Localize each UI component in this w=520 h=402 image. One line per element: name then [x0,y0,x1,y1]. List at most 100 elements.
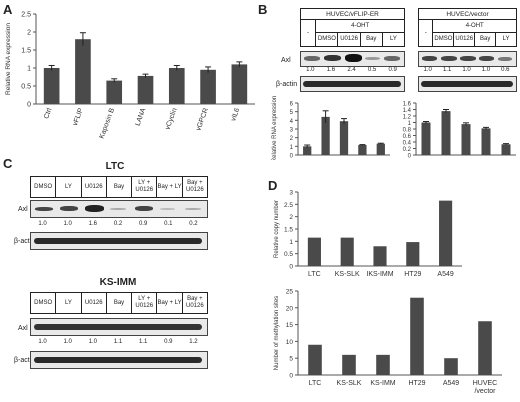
y-tick-label: 15 [286,322,294,329]
x-tick-label: vCyclin [164,107,178,131]
row-label-axl: Axl [18,325,28,332]
y-axis-label: Relative copy number [274,200,280,258]
y-axis-label: Relative RNA expression [272,96,278,160]
bar [439,200,453,266]
blot-c-bottom-title: KS-IMM [99,277,137,288]
x-tick-label: HT29 [408,380,425,387]
lane-label: Bay [105,177,131,197]
y-tick-label: 5 [290,110,294,116]
blot-b-left-actin [300,76,405,92]
x-tick-label: vGPCR [195,107,210,132]
bar [410,297,424,375]
lane-label: Bay + U0126 [181,177,207,197]
lane-label: Bay + U0126 [181,293,207,313]
oht-label: 4-OHT [433,20,516,33]
y-tick-label: 20 [286,305,294,312]
quant-c-bottom: 1.0 1.0 1.0 1.1 1.1 0.9 1.2 [30,339,206,345]
chart-a: 0 0.5 1 1.5 2 2.5 Relative RNA expression Ctrl v… [5,12,255,140]
bar [307,237,321,266]
blot-b-left-title: HUVEC/vFLIP-ER [326,10,379,18]
blot-c-top-actin [30,232,208,250]
blot-c-bottom-actin [30,351,208,369]
bar [478,321,492,375]
bar [358,145,367,155]
y-tick-label: 10 [286,339,294,346]
blot-b-right-lanes: - 4-OHT DMSO U0126 Bay LY [418,19,517,47]
y-tick-label: 0.4 [403,141,412,147]
bar [75,39,91,105]
y-tick-label: 1.5 [21,48,31,55]
lane-label: Bay [474,33,495,46]
quant-c-top: 1.0 1.0 1.6 0.2 0.9 0.1 0.2 [30,221,206,227]
y-tick-label: 0 [290,154,294,160]
quant-b-right: 1.0 1.1 1.0 1.0 0.6 [418,67,515,73]
y-tick-label: 3 [289,190,293,197]
y-tick-label: 1.5 [284,227,293,234]
quant-value: 1.0 [38,339,47,345]
x-tick-label: vFLIP [72,107,85,127]
bar [481,128,491,155]
x-tick-label: KS-SLK [337,380,362,387]
y-tick-label: 1 [408,121,412,127]
y-tick-label: 1.6 [403,102,412,108]
bar [461,124,471,155]
quant-value: 0.2 [113,221,123,227]
y-tick-label: 2 [290,136,294,142]
quant-value: 1.0 [38,221,47,227]
quant-value: 0.1 [164,221,173,227]
x-tick-label: /vector [474,388,496,395]
lane-label: Bay [359,33,382,46]
x-tick-label: A549 [443,380,459,387]
panel-letter-a: A [3,2,13,17]
x-tick-label: Ctrl [43,107,53,120]
quant-value: 1.1 [138,339,148,345]
y-tick-label: 0 [27,102,31,109]
quant-value: 1.2 [189,339,198,345]
lane-label: LY [381,33,404,46]
chart-d-bottom: 0 5 10 15 20 25 Number of methylation sites LTC… [274,289,502,395]
x-tick-label: HUVEC [473,380,498,387]
y-tick-label: 0.2 [403,147,412,153]
bar [501,144,511,155]
quant-value: 1.1 [113,339,123,345]
x-tick-label: LTC [309,380,322,387]
y-tick-label: 2.5 [21,12,31,19]
row-label-axl: Axl [18,206,28,213]
row-label-axl: Axl [281,57,291,64]
x-tick-label: LANA [135,107,148,127]
y-tick-label: 2.5 [284,202,293,209]
lane-label: U0126 [453,33,474,46]
lane-label: - [424,29,427,36]
blot-b-right-title: HUVEC/vector [446,10,489,18]
blot-c-top-title: LTC [105,161,125,172]
blot-b-left-lanes: - 4-OHT DMSO U0126 Bay LY [300,19,405,47]
bar [342,354,356,375]
y-tick-label: 1.4 [403,108,412,114]
panel-letter-b: B [258,2,268,17]
blot-b-right-axl [418,51,517,67]
y-tick-label: 3 [290,128,294,134]
x-tick-label: KS-IMM [370,380,395,387]
lane-label: LY + U0126 [131,177,156,197]
row-label-actin: β-actin [276,81,298,88]
blot-b-right-actin [418,76,517,92]
quant-value: 0.9 [138,221,148,227]
y-tick-label: 1.2 [403,115,412,121]
lane-label: U0126 [80,293,106,313]
chart-b-left: 0 1 2 3 4 5 6 Relative RNA expression [272,96,390,160]
lane-label: DMSO [317,36,336,42]
x-tick-label: LTC [308,271,321,278]
lane-label: LY [495,33,516,46]
bar [373,246,387,266]
quant-value: 1.0 [481,67,491,73]
y-tick-label: 2 [289,214,293,221]
x-tick-label: Kaposin B [99,107,117,140]
y-tick-label: 1 [27,66,31,73]
x-tick-label: HT29 [404,271,421,278]
y-tick-label: 0.5 [284,251,293,258]
bar [406,242,420,266]
bar [168,68,185,104]
bar [421,122,431,155]
quant-value: 1.1 [442,67,452,73]
